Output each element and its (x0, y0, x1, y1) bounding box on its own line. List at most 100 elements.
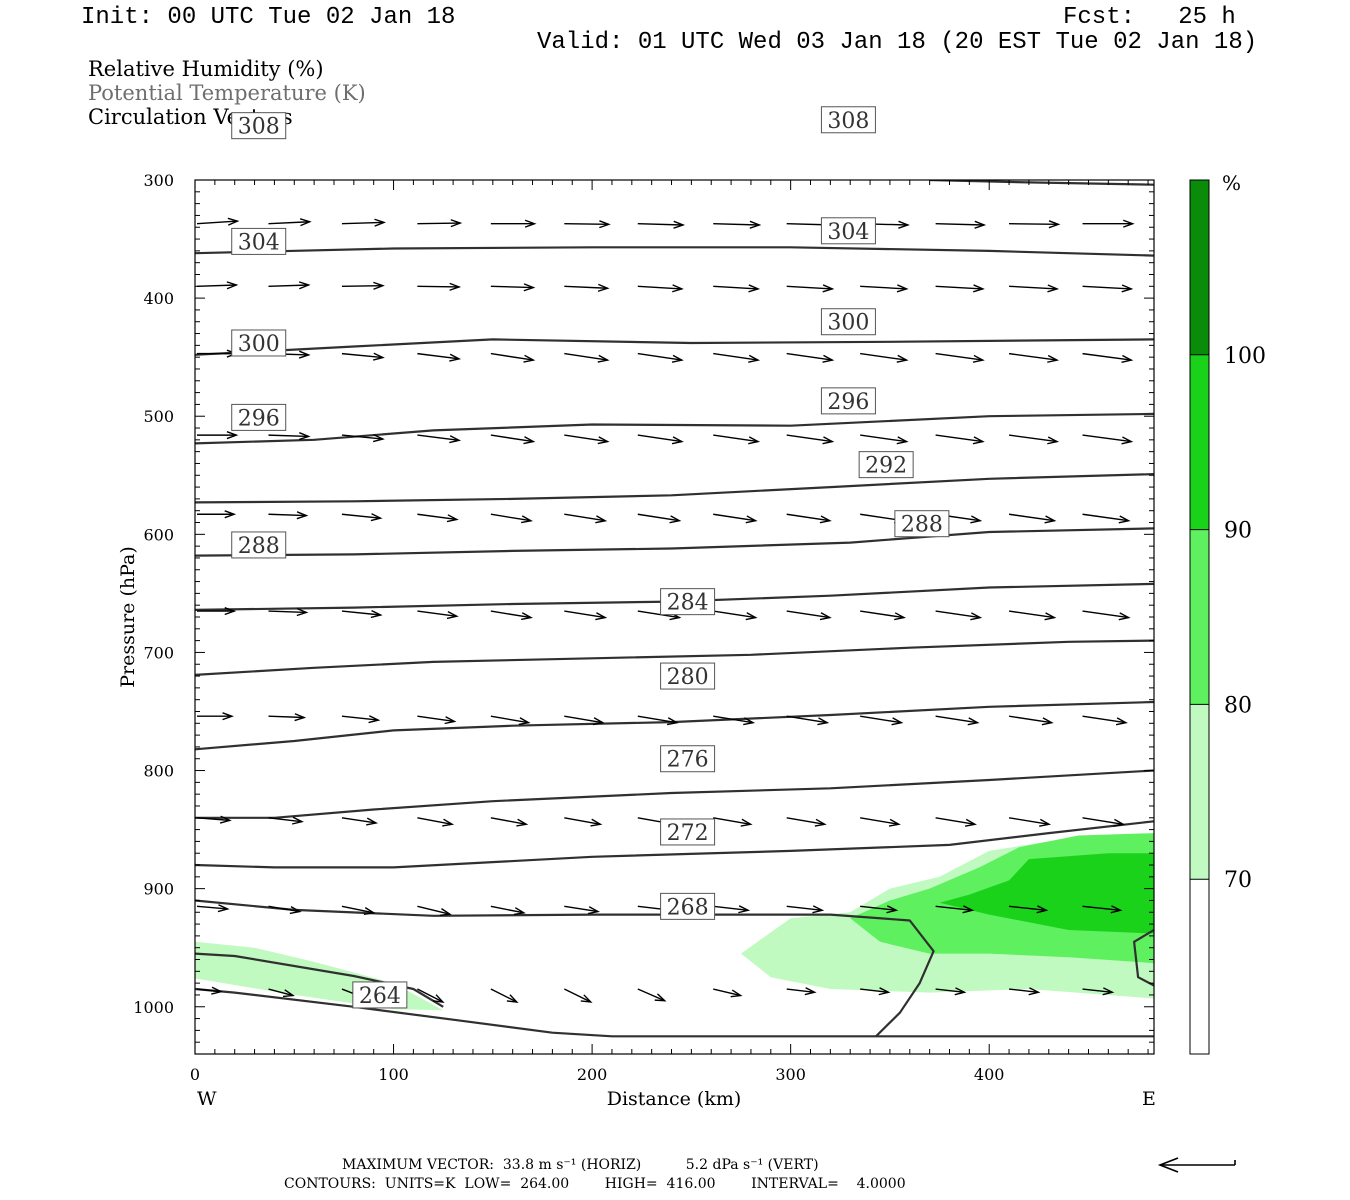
contour-label-276-0: 276 (667, 748, 709, 773)
humidity-shading (195, 833, 1154, 1011)
vector-arrow (196, 217, 240, 226)
vector-arrow (786, 610, 832, 621)
vector-arrow (1009, 284, 1060, 293)
vector-arrow (1082, 352, 1134, 363)
vector-arrow (268, 607, 309, 617)
theta-contour-300 (195, 412, 1154, 445)
x-end-label-west: W (197, 1088, 217, 1110)
theta-contour-268 (195, 899, 935, 1038)
contour-label-284-0: 284 (667, 591, 709, 616)
vector-arrow (564, 988, 593, 1003)
theta-contour-276 (195, 769, 1154, 819)
vector-arrow (564, 513, 608, 524)
contour-label-box-296-0 (231, 403, 287, 431)
vector-arrow (1082, 513, 1131, 524)
vector-arrow (268, 905, 302, 915)
vector-arrow (713, 610, 758, 621)
colorbar: 70 80 90 100% (1189, 171, 1266, 1055)
circulation-vectors (196, 217, 1135, 1003)
vector-arrow (860, 434, 909, 445)
contour-label-box-284-0 (660, 588, 716, 616)
vector-arrow (637, 220, 686, 229)
theta-contour-264 (1132, 929, 1154, 987)
vector-arrow (564, 817, 603, 827)
theta-contour-260 (195, 987, 1154, 1038)
vector-arrow (268, 218, 312, 227)
vector-arrow (935, 987, 967, 996)
colorbar-segment-3 (1190, 354, 1209, 530)
colorbar-label-100: 100 (1224, 344, 1266, 369)
vector-arrow (564, 905, 600, 915)
vector-arrow (341, 352, 385, 361)
footer-contour-info: CONTOURS: UNITS=K LOW= 264.00 HIGH= 416.… (284, 1176, 906, 1192)
vector-arrow (197, 712, 234, 721)
theta-contour-272 (195, 820, 1154, 869)
vector-arrow (490, 905, 526, 916)
footer-max-vector: MAXIMUM VECTOR: 33.8 m s⁻¹ (HORIZ) 5.2 d… (342, 1157, 819, 1173)
vector-arrow (341, 715, 381, 724)
contour-label-box-304-1 (820, 217, 876, 245)
vector-arrow (1082, 610, 1131, 621)
contour-label-box-292-0 (858, 451, 914, 479)
x-tick-label-200: 200 (577, 1065, 608, 1084)
colorbar-segment-1 (1190, 704, 1209, 880)
theta-contour-312 (929, 180, 1154, 186)
vector-arrow (564, 283, 610, 292)
vector-arrow (1082, 284, 1134, 293)
theta-contour-296 (195, 473, 1154, 504)
vector-arrow (713, 352, 761, 363)
contour-label-300-1: 300 (827, 311, 869, 336)
vector-arrow (637, 434, 684, 445)
vector-arrow (860, 284, 909, 293)
vector-arrow (196, 281, 239, 290)
x-tick-label-0: 0 (190, 1065, 200, 1084)
title-potential-temperature: Potential Temperature (K) (88, 81, 366, 105)
contour-label-288-1: 288 (901, 513, 943, 538)
contour-label-box-264-0 (352, 981, 408, 1009)
vector-arrow (268, 511, 309, 520)
colorbar-label-90: 90 (1224, 519, 1252, 544)
y-axis-label: Pressure (hPa) (117, 546, 139, 688)
vector-arrow (860, 610, 906, 621)
vector-arrow (713, 434, 761, 445)
y-tick-label-600: 600 (143, 525, 174, 544)
vector-arrow (1008, 715, 1054, 726)
contour-label-292-0: 292 (865, 454, 907, 479)
vector-arrow (1082, 817, 1126, 827)
vector-arrow (935, 817, 977, 827)
contour-label-box-308-0 (231, 112, 287, 140)
potential-temperature-contours (195, 180, 1154, 1038)
vector-arrow (268, 988, 295, 998)
y-tick-label-500: 500 (143, 407, 174, 426)
vector-arrow (935, 434, 985, 445)
vector-arrow (637, 715, 679, 726)
vector-arrow (490, 283, 536, 292)
vector-arrow (196, 904, 230, 913)
contour-label-box-304-0 (231, 227, 287, 255)
y-tick-label-300: 300 (143, 171, 174, 190)
vector-arrow (268, 432, 311, 441)
vector-arrow (197, 607, 237, 616)
rh-region-90-3 (939, 853, 1154, 934)
vector-arrow (637, 352, 684, 363)
vector-arrow (341, 610, 383, 619)
vector-arrow (860, 987, 891, 996)
y-tick-label-400: 400 (143, 289, 174, 308)
contour-label-280-0: 280 (667, 665, 709, 690)
vector-arrow (713, 988, 743, 998)
vector-arrow (564, 434, 610, 445)
colorbar-segment-2 (1190, 529, 1209, 705)
vector-arrow (786, 987, 817, 996)
vector-arrow (1082, 987, 1115, 996)
contour-label-box-308-1 (820, 106, 876, 134)
contour-label-272-0: 272 (667, 821, 709, 846)
contour-label-304-0: 304 (238, 230, 280, 255)
contour-label-box-280-0 (660, 662, 716, 690)
vector-arrow (786, 513, 832, 524)
vector-arrow (490, 513, 533, 524)
vector-arrow (417, 988, 445, 1003)
contour-label-box-300-1 (820, 308, 876, 336)
vector-arrow (637, 513, 682, 524)
vector-arrow (490, 988, 519, 1003)
contour-label-box-296-1 (820, 387, 876, 415)
